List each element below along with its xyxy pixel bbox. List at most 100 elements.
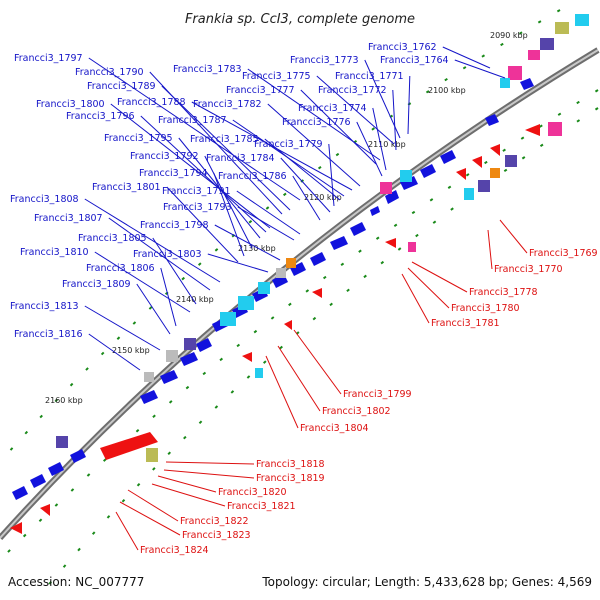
leader-line [110,103,271,229]
gene-label[interactable]: Francci3_1818 [256,459,325,470]
gene-label[interactable]: Francci3_1769 [529,248,598,259]
leader-line [127,489,179,522]
leader-line [280,157,331,213]
leader-line [267,103,361,187]
leader-line [94,251,191,313]
gene-label[interactable]: Francci3_1794 [139,168,208,179]
gene-label[interactable]: Francci3_1788 [117,97,186,108]
tick-label: 2140 kbp [176,295,214,304]
gene-label[interactable]: Francci3_1806 [86,263,155,274]
gene-label[interactable]: Francci3_1799 [343,389,412,400]
gene-label[interactable]: Francci3_1774 [298,103,367,114]
gene-label[interactable]: Francci3_1819 [256,473,325,484]
gene-label[interactable]: Francci3_1772 [318,85,387,96]
map-title: Frankia sp. CcI3, complete genome [185,12,415,27]
leader-line [88,57,301,201]
leader-line [277,345,321,412]
gene-label[interactable]: Francci3_1800 [36,99,105,110]
leader-line [247,68,381,161]
gene-label[interactable]: Francci3_1807 [34,213,103,224]
reverse-genes [10,124,540,534]
leader-line [140,115,267,233]
gene-label[interactable]: Francci3_1785 [190,134,259,145]
leader-line [207,253,269,273]
gene-label[interactable]: Francci3_1773 [290,55,359,66]
gene-label[interactable]: Francci3_1808 [10,194,79,205]
leader-line [407,75,411,135]
accession-text: Accession: NC_007777 [8,575,144,589]
gene-label[interactable]: Francci3_1790 [75,67,144,78]
kbp-ticks: 2090 kbp 2100 kbp 2110 kbp 2120 kbp 2130… [45,31,528,405]
leader-line [328,143,335,207]
leader-line [151,483,226,507]
leader-line [454,59,506,79]
gene-label[interactable]: Francci3_1810 [20,247,89,258]
gene-label[interactable]: Francci3_1813 [10,301,79,312]
gene-label[interactable]: Francci3_1795 [104,133,173,144]
gene-label[interactable]: Francci3_1777 [226,85,295,96]
gene-label[interactable]: Francci3_1791 [162,186,231,197]
gene-label[interactable]: Francci3_1782 [193,99,262,110]
gene-label[interactable]: Francci3_1781 [431,318,500,329]
leader-line [264,138,341,201]
gene-label[interactable]: Francci3_1820 [218,487,287,498]
gene-label[interactable]: Francci3_1797 [14,53,83,64]
gene-label[interactable]: Francci3_1778 [469,287,538,298]
leader-line [115,511,139,551]
leader-line [191,101,353,191]
gene-label[interactable]: Francci3_1805 [78,233,147,244]
gene-label[interactable]: Francci3_1802 [322,406,391,417]
gene-label[interactable]: Francci3_1801 [92,182,161,193]
gene-label[interactable]: Francci3_1784 [206,153,275,164]
forward-boxes [56,14,589,448]
leader-line [88,333,141,371]
leader-line [356,121,383,177]
gene-label[interactable]: Francci3_1798 [140,220,209,231]
gene-label[interactable]: Francci3_1793 [163,202,232,213]
gene-label[interactable]: Francci3_1821 [227,501,296,512]
gene-label[interactable]: Francci3_1823 [182,530,251,541]
gene-label[interactable]: Francci3_1824 [140,545,209,556]
gene-label[interactable]: Francci3_1803 [133,249,202,260]
gene-label[interactable]: Francci3_1779 [254,139,323,150]
leader-line [499,219,528,254]
gene-label[interactable]: Francci3_1804 [300,423,369,434]
reverse-label-group: Francci3_1769 Francci3_1770 Francci3_1778 F… [115,219,598,556]
leader-line [442,46,491,69]
leader-line [401,273,430,324]
gene-label[interactable]: Francci3_1789 [87,81,156,92]
leader-line [163,469,255,479]
gene-label[interactable]: Francci3_1783 [173,64,242,75]
topology-text: Topology: circular; Length: 5,433,628 bp… [261,575,592,589]
leader-line [300,89,377,165]
gene-label[interactable]: Francci3_1809 [62,279,131,290]
gene-label[interactable]: Francci3_1770 [494,264,563,275]
gene-label[interactable]: Francci3_1775 [242,71,311,82]
leader-line [265,355,299,429]
tick-label: 2100 kbp [428,86,466,95]
leader-line [316,75,395,145]
leader-line [407,267,450,309]
tick-label: 2120 kbp [304,193,342,202]
gene-label[interactable]: Francci3_1786 [218,171,287,182]
gene-label[interactable]: Francci3_1780 [451,303,520,314]
gene-label[interactable]: Francci3_1771 [335,71,404,82]
tick-label: 2160 kbp [45,396,83,405]
leader-line [108,217,211,291]
leader-line [372,107,387,171]
leader-line [364,59,401,139]
tick-label: 2130 kbp [238,244,276,253]
leader-line [292,175,321,221]
gene-label[interactable]: Francci3_1816 [14,329,83,340]
gene-label[interactable]: Francci3_1796 [66,111,135,122]
gene-label[interactable]: Francci3_1792 [130,151,199,162]
leader-line [213,172,245,257]
gene-label[interactable]: Francci3_1787 [158,115,227,126]
gene-label[interactable]: Francci3_1762 [368,42,437,53]
gene-label[interactable]: Francci3_1776 [282,117,351,128]
tick-label: 2090 kbp [490,31,528,40]
gene-label[interactable]: Francci3_1764 [380,55,449,66]
gene-label[interactable]: Francci3_1822 [180,516,249,527]
leader-line [293,329,342,395]
